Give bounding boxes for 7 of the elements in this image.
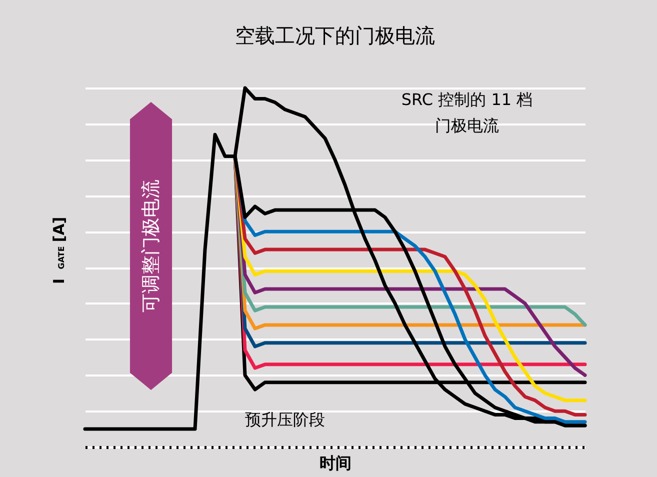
annotation: 可调整门极电流 [140, 180, 162, 312]
x-axis-title: 时间 [320, 454, 352, 472]
annotation: 预升压阶段 [245, 410, 325, 429]
annotation: SRC 控制的 11 档 [401, 90, 533, 109]
y-axis-title: IGATE [A] [50, 216, 68, 284]
chart-title: 空载工况下的门极电流 [235, 23, 435, 48]
annotation: 门极电流 [435, 116, 499, 135]
